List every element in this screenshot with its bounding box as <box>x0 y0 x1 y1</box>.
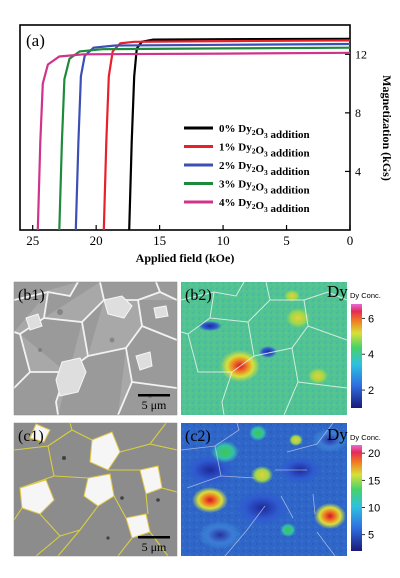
colorbar-c-ticks: 20 15 10 5 <box>362 448 380 542</box>
panel-label-a: (a) <box>26 31 45 50</box>
x-tick-label: 25 <box>26 233 39 248</box>
legend-label-2: 2% Dy2O3 addition <box>219 160 310 178</box>
colorbar-tick-label: 10 <box>368 503 380 515</box>
colorbar-tick-label: 6 <box>368 313 374 325</box>
x-tick-label: 20 <box>90 233 103 248</box>
scale-bar-c <box>138 536 170 539</box>
x-axis-label: Applied field (kOe) <box>136 251 235 265</box>
y-axis-label: Magnetization (kGs) <box>380 75 394 181</box>
legend-label-1: 1% Dy2O3 addition <box>219 142 310 160</box>
legend-label-0: 0% Dy2O3 addition <box>219 123 310 141</box>
y-tick-label: 4 <box>355 164 361 178</box>
colorbar-tick-label: 15 <box>368 475 380 487</box>
series-line-1 <box>102 39 351 231</box>
colorbar-tick-label: 20 <box>368 448 380 460</box>
x-axis-ticks: 25 20 15 10 5 0 <box>26 225 353 248</box>
colorbar-tick-label: 2 <box>368 385 374 397</box>
scale-bar-b <box>138 394 170 397</box>
y-tick-label: 12 <box>355 47 367 61</box>
series-line-2 <box>74 42 351 231</box>
colorbar-b-ticks: 6 4 2 <box>362 313 374 397</box>
scale-label-b: 5 μm <box>142 398 167 412</box>
conc-label-b: Dy Conc. <box>350 291 381 300</box>
colorbar-c <box>351 445 362 551</box>
conc-label-c: Dy Conc. <box>350 433 381 442</box>
chart-panel: (a) 25 20 15 10 5 0 4 8 12 0% Dy2O3 addition1% … <box>19 24 394 265</box>
element-label-b2: Dy <box>327 282 348 301</box>
x-tick-label: 0 <box>347 233 354 248</box>
series-lines <box>36 37 351 231</box>
element-label-c2: Dy <box>327 425 348 444</box>
x-tick-label: 15 <box>153 233 166 248</box>
colorbar-tick-label: 4 <box>368 349 374 361</box>
panel-label-b1: (b1) <box>18 287 45 304</box>
micrograph-c1: (c1) 5 μm <box>13 422 178 557</box>
dy-map-b2: (b2) Dy Dy Conc. 6 4 2 <box>181 282 381 415</box>
legend-label-4: 4% Dy2O3 addition <box>219 197 310 215</box>
x-tick-label: 10 <box>217 233 230 248</box>
panel-label-c2: (c2) <box>185 428 211 445</box>
legend-label-3: 3% Dy2O3 addition <box>219 179 310 197</box>
scale-label-c: 5 μm <box>142 540 167 554</box>
y-tick-label: 8 <box>355 106 361 120</box>
colorbar-b <box>351 304 362 408</box>
panel-label-c1: (c1) <box>18 428 44 445</box>
colorbar-tick-label: 5 <box>368 530 374 542</box>
series-line-4 <box>36 51 351 231</box>
micrograph-b1: (b1) 5 μm <box>13 281 178 416</box>
dy-map-c2: (c2) Dy Dy Conc. 20 15 10 5 <box>181 423 381 556</box>
y-axis-ticks: 4 8 12 <box>345 47 367 178</box>
x-tick-label: 5 <box>283 233 290 248</box>
panel-label-b2: (b2) <box>185 287 212 304</box>
